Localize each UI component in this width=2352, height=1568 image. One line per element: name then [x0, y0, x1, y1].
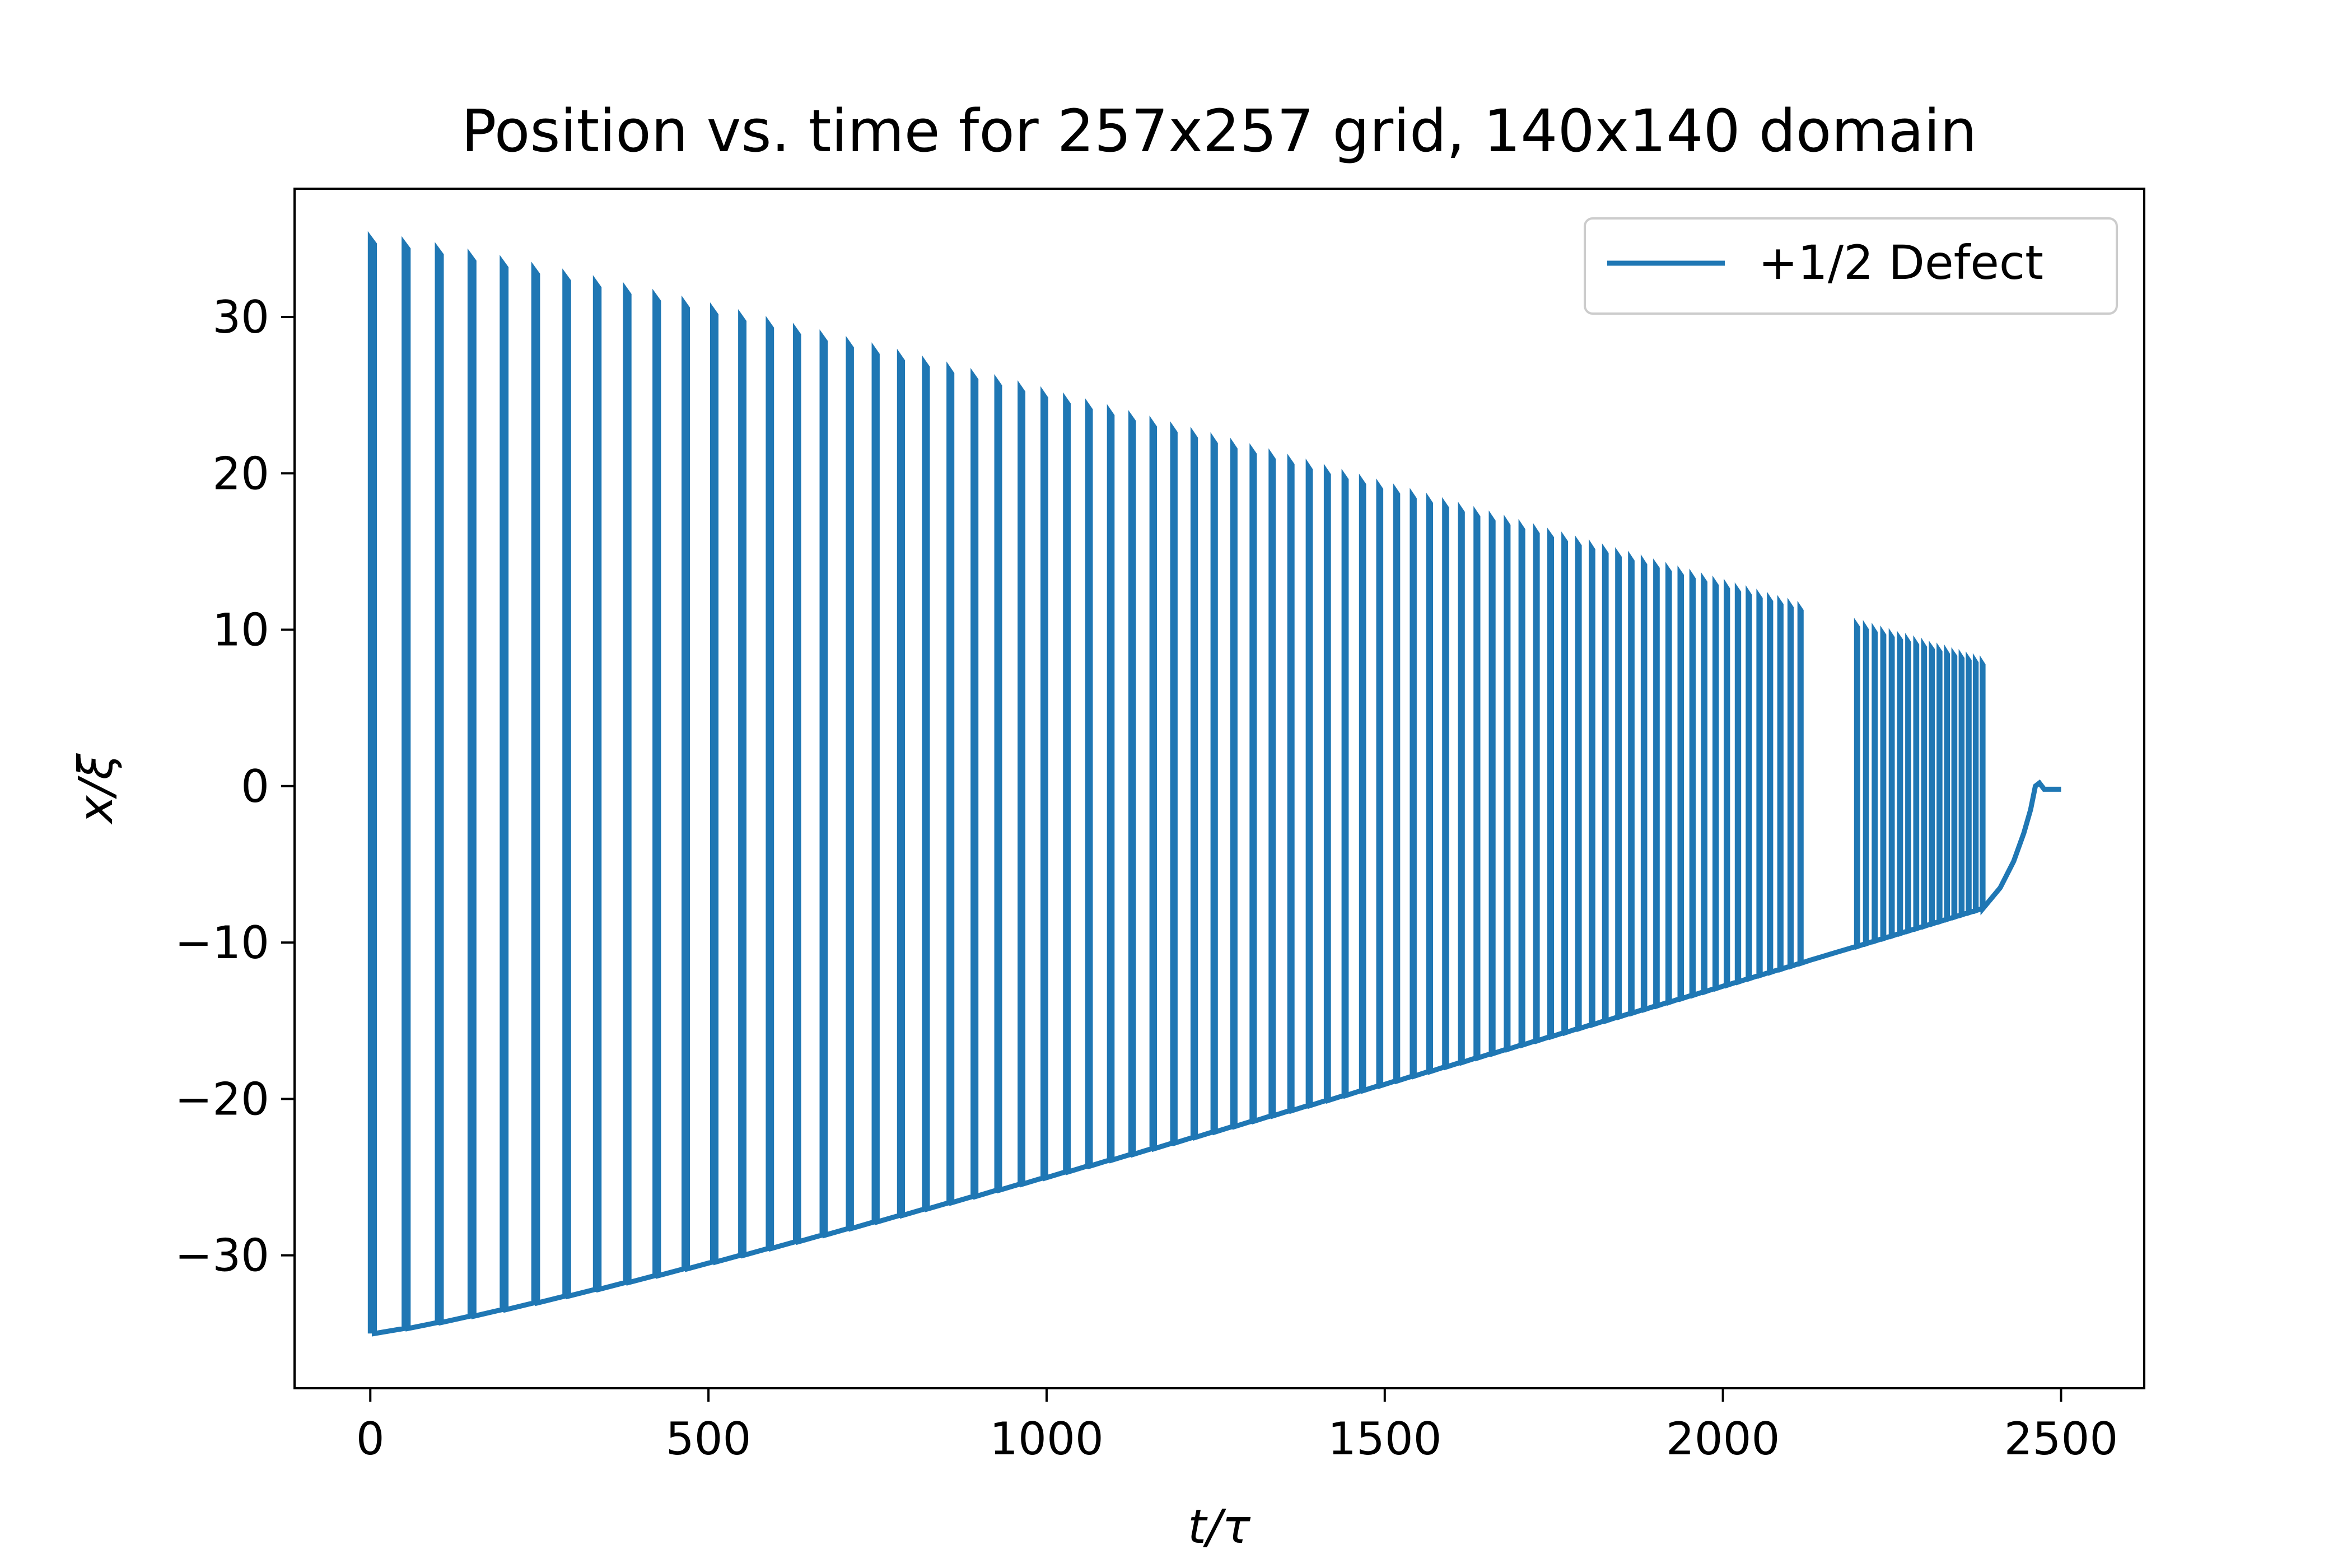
x-tick-label: 1000: [990, 1413, 1104, 1465]
chart-title: Position vs. time for 257x257 grid, 140x…: [461, 97, 1977, 165]
x-tick-label: 2000: [1666, 1413, 1780, 1465]
y-tick-label: −30: [175, 1230, 269, 1282]
y-tick-label: 20: [212, 447, 269, 500]
y-axis: −30 −20 −10 0 10 20 30: [175, 291, 295, 1282]
x-axis-title: t/τ: [1188, 1499, 1250, 1554]
axes-frame: [293, 188, 2145, 1389]
plot-area: [367, 231, 2061, 1337]
x-tick-label: 0: [356, 1413, 385, 1465]
legend: +1/2 Defect: [1584, 217, 2118, 315]
x-axis: 0 500 1000 1500 2000 2500: [356, 1388, 2118, 1465]
series-group: [367, 231, 2061, 1337]
x-tick-label: 500: [666, 1413, 752, 1465]
y-tick-label: 10: [212, 604, 269, 656]
legend-label: +1/2 Defect: [1758, 235, 2043, 290]
y-tick-label: −20: [175, 1073, 269, 1125]
legend-box: [1584, 217, 2118, 315]
y-axis-title: x/ξ: [68, 753, 123, 825]
y-tick-label: 0: [241, 760, 269, 813]
y-tick-label: 30: [212, 291, 269, 343]
y-tick-label: −10: [175, 917, 269, 969]
x-tick-label: 2500: [2004, 1413, 2118, 1465]
x-tick-label: 1500: [1328, 1413, 1442, 1465]
series-line-defect: [367, 231, 2061, 1337]
